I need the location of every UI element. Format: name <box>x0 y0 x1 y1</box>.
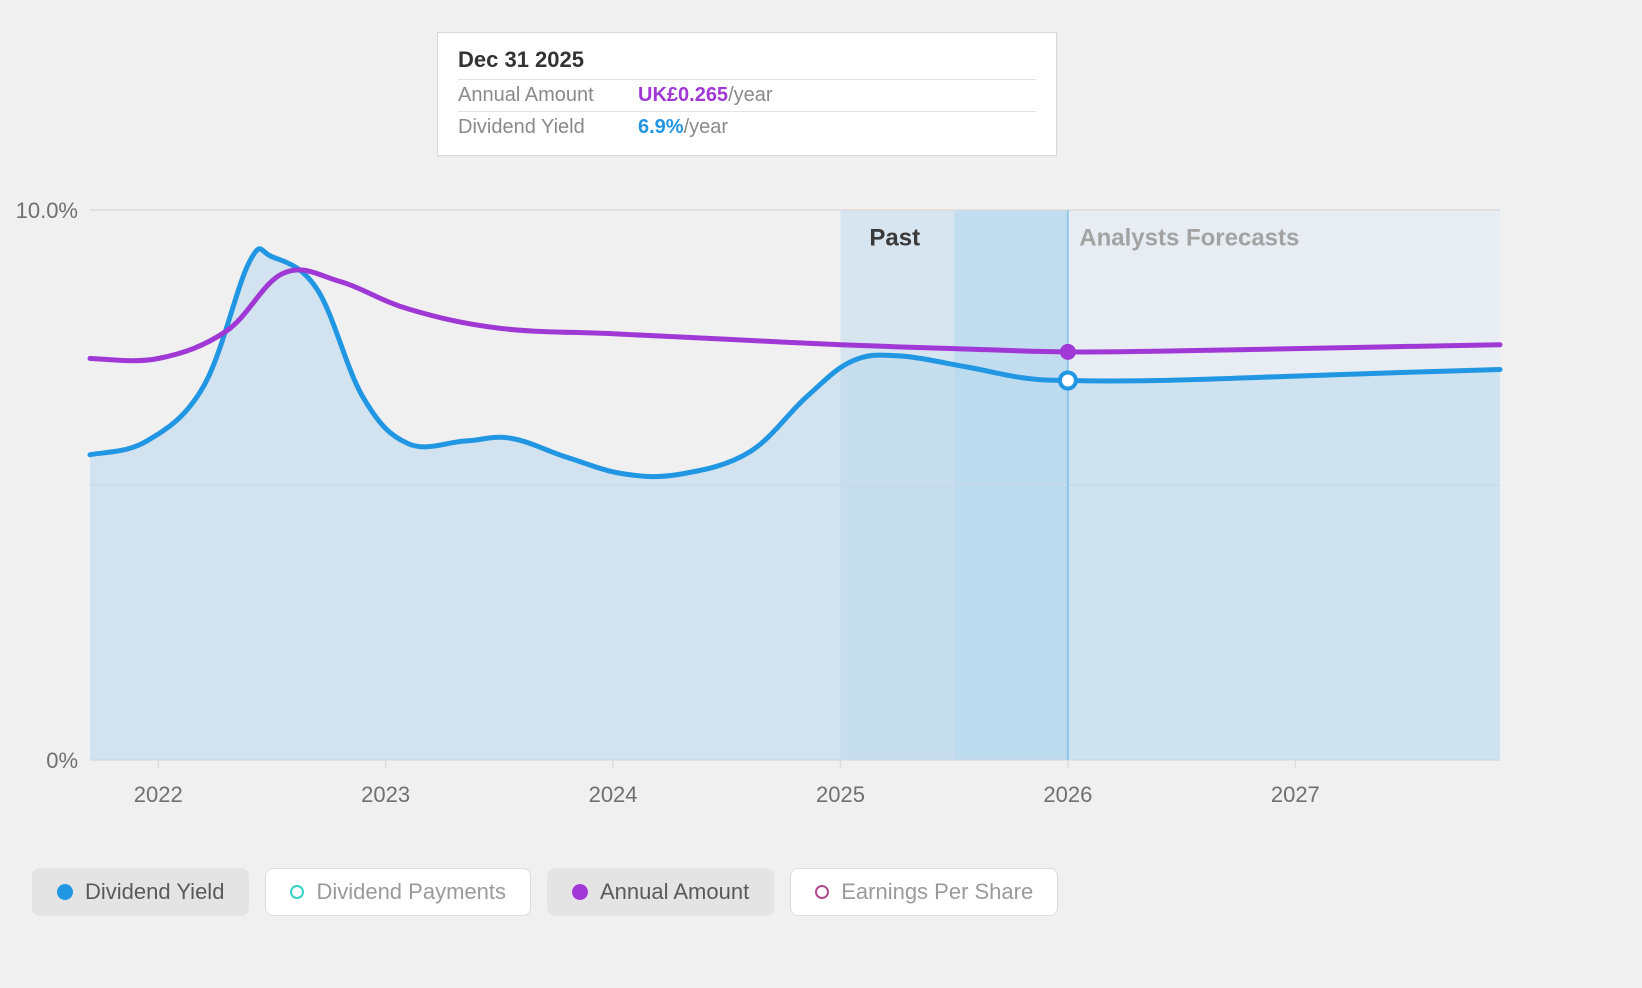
legend-marker-icon <box>57 884 73 900</box>
legend-item-dividend-payments[interactable]: Dividend Payments <box>265 868 531 916</box>
y-axis-label: 10.0% <box>16 198 78 223</box>
tooltip-row: Dividend Yield6.9%/year <box>458 111 1036 143</box>
dividend-chart: 0% 10.0% 2022 2023 2024 2025 2026 2027 Past Analy… <box>0 0 1642 988</box>
legend-item-label: Dividend Yield <box>85 879 224 905</box>
tooltip-row-label: Dividend Yield <box>458 116 638 139</box>
tooltip-row-label: Annual Amount <box>458 84 638 107</box>
cursor-marker <box>1060 373 1076 389</box>
legend-marker-icon <box>815 885 829 899</box>
legend-item-dividend-yield[interactable]: Dividend Yield <box>32 868 249 916</box>
x-axis-label: 2025 <box>816 782 865 807</box>
legend-item-annual-amount[interactable]: Annual Amount <box>547 868 774 916</box>
chart-legend: Dividend Yield Dividend Payments Annual Am… <box>32 868 1058 916</box>
tooltip-row-value: 6.9%/year <box>638 116 728 139</box>
tooltip-row: Annual AmountUK£0.265/year <box>458 79 1036 111</box>
legend-marker-icon <box>572 884 588 900</box>
x-axis-label: 2023 <box>361 782 410 807</box>
x-axis-label: 2022 <box>134 782 183 807</box>
legend-item-earnings-per-share[interactable]: Earnings Per Share <box>790 868 1058 916</box>
x-axis-label: 2027 <box>1271 782 1320 807</box>
legend-item-label: Annual Amount <box>600 879 749 905</box>
x-axis-label: 2026 <box>1043 782 1092 807</box>
cursor-marker <box>1060 344 1076 360</box>
legend-item-label: Earnings Per Share <box>841 879 1033 905</box>
region-label-past: Past <box>869 225 920 252</box>
tooltip-date: Dec 31 2025 <box>458 47 1036 79</box>
tooltip-row-value: UK£0.265/year <box>638 84 773 107</box>
y-axis-label: 0% <box>46 748 78 773</box>
region-label-forecast: Analysts Forecasts <box>1079 225 1299 252</box>
legend-item-label: Dividend Payments <box>316 879 506 905</box>
chart-tooltip: Dec 31 2025 Annual AmountUK£0.265/yearDi… <box>437 32 1057 156</box>
legend-marker-icon <box>290 885 304 899</box>
x-axis-label: 2024 <box>589 782 638 807</box>
